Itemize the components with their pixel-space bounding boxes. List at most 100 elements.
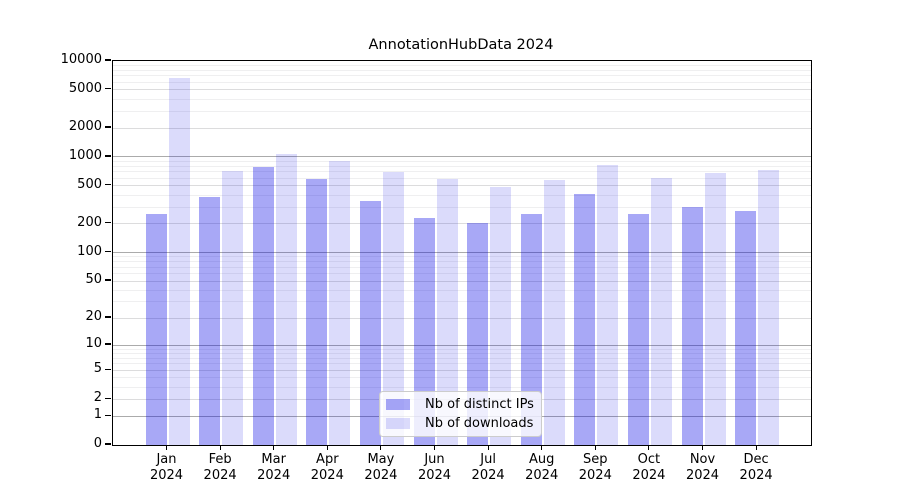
y-tick-mark-20: [105, 316, 111, 318]
y-tick-label-2000: 2000: [68, 119, 102, 135]
gridline-y-80: [113, 261, 811, 263]
x-tick-mark-nov: [701, 445, 704, 450]
gridline-y-1000: [113, 156, 811, 158]
x-tick-month-aug: Aug: [528, 452, 555, 467]
gridline-y-9000: [113, 64, 811, 66]
x-tick-mark-jun: [433, 445, 436, 450]
x-tick-month-sep: Sep: [583, 452, 608, 467]
gridline-y-8: [113, 352, 811, 354]
gridline-y-90: [113, 256, 811, 258]
y-tick-mark-5: [105, 368, 111, 370]
y-tick-mark-1000: [105, 155, 111, 157]
y-tick-label-10000: 10000: [60, 51, 102, 67]
y-tick-mark-5000: [105, 88, 111, 90]
y-tick-label-1000: 1000: [68, 147, 102, 163]
x-tick-mark-sep: [594, 445, 596, 450]
bar-nov-distinct-ips: [681, 207, 703, 445]
y-tick-label-5: 5: [93, 361, 102, 377]
gridline-y-6000: [113, 81, 811, 83]
x-tick-label-apr: Apr 2024: [285, 452, 369, 483]
x-tick-label-nov: Nov 2024: [661, 452, 745, 483]
gridline-y-400: [113, 194, 811, 196]
y-tick-label-1: 1: [93, 407, 102, 423]
gridline-y-8000: [113, 69, 811, 71]
x-tick-mark-dec: [755, 445, 757, 450]
legend: Nb of distinct IPs Nb of downloads: [379, 391, 542, 437]
legend-item-distinct-ips: Nb of distinct IPs: [386, 397, 534, 412]
legend-label-distinct-ips: Nb of distinct IPs: [425, 397, 534, 412]
gridline-y-7000: [113, 75, 811, 77]
x-tick-mark-aug: [541, 445, 543, 450]
y-tick-label-5000: 5000: [68, 80, 102, 96]
gridline-y-60: [113, 273, 811, 275]
x-tick-month-jul: Jul: [480, 452, 496, 467]
legend-swatch-downloads: [386, 418, 410, 429]
x-tick-mark-oct: [648, 445, 650, 450]
y-tick-label-20: 20: [85, 309, 102, 325]
x-tick-year-nov: 2024: [685, 467, 720, 483]
gridline-y-5: [113, 369, 811, 371]
y-tick-mark-2000: [105, 126, 111, 128]
gridline-y-3: [113, 386, 811, 388]
bar-apr-downloads: [329, 161, 351, 445]
y-tick-mark-500: [105, 184, 111, 186]
legend-label-downloads: Nb of downloads: [425, 416, 534, 431]
x-tick-mark-jul: [487, 445, 489, 450]
bar-dec-downloads: [758, 169, 780, 445]
legend-item-downloads: Nb of downloads: [386, 416, 533, 431]
gridline-y-9: [113, 348, 811, 350]
plot-area: [112, 60, 812, 446]
bar-feb-downloads: [222, 170, 244, 445]
bar-oct-downloads: [650, 177, 672, 445]
y-tick-mark-1: [105, 414, 111, 416]
gridline-y-40: [113, 289, 811, 291]
gridline-y-900: [113, 160, 811, 162]
gridline-y-7: [113, 357, 811, 359]
gridline-y-500: [113, 185, 811, 187]
x-tick-year-jun: 2024: [417, 467, 452, 483]
x-tick-month-mar: Mar: [261, 452, 286, 467]
gridline-y-6: [113, 363, 811, 365]
bar-feb-distinct-ips: [199, 196, 221, 445]
bar-jul-downloads: [490, 186, 512, 445]
y-tick-mark-2: [105, 397, 111, 399]
y-tick-mark-50: [105, 279, 111, 281]
x-tick-year-dec: 2024: [739, 467, 773, 483]
gridline-y-3000: [113, 110, 811, 112]
x-tick-year-apr: 2024: [310, 467, 344, 483]
gridline-y-600: [113, 177, 811, 179]
bar-apr-distinct-ips: [306, 178, 328, 445]
x-tick-mark-mar: [273, 445, 275, 450]
x-tick-month-may: May: [367, 452, 395, 467]
x-tick-month-nov: Nov: [689, 452, 716, 467]
y-tick-mark-10000: [105, 59, 111, 61]
x-tick-year-jul: 2024: [471, 467, 505, 483]
x-tick-month-jun: Jun: [424, 452, 445, 467]
bar-mar-distinct-ips: [252, 167, 274, 445]
y-tick-mark-200: [105, 222, 111, 224]
bar-dec-distinct-ips: [735, 211, 757, 445]
gridline-y-4: [113, 377, 811, 379]
gridline-y-30: [113, 301, 811, 303]
legend-swatch-distinct-ips: [386, 399, 410, 410]
gridline-y-5000: [113, 89, 811, 91]
bar-sep-downloads: [597, 164, 619, 445]
gridline-y-200: [113, 223, 811, 225]
x-tick-year-mar: 2024: [257, 467, 291, 483]
bar-jan-downloads: [168, 78, 190, 445]
bar-jan-distinct-ips: [145, 213, 167, 445]
x-tick-year-aug: 2024: [525, 467, 559, 483]
gridline-y-2000: [113, 127, 811, 129]
chart-title: AnnotationHubData 2024: [368, 37, 554, 53]
x-tick-label-sep: Sep 2024: [553, 452, 637, 483]
y-tick-label-0: 0: [93, 436, 102, 451]
x-tick-label-mar: Mar 2024: [232, 452, 316, 483]
x-tick-label-jan: Jan 2024: [125, 452, 209, 483]
x-tick-mark-may: [380, 445, 382, 450]
bar-may-downloads: [382, 171, 404, 445]
bar-jun-downloads: [436, 178, 458, 445]
gridline-y-20: [113, 317, 811, 319]
gridline-y-50: [113, 280, 811, 282]
bar-aug-downloads: [543, 180, 565, 445]
y-tick-label-10: 10: [85, 336, 102, 352]
